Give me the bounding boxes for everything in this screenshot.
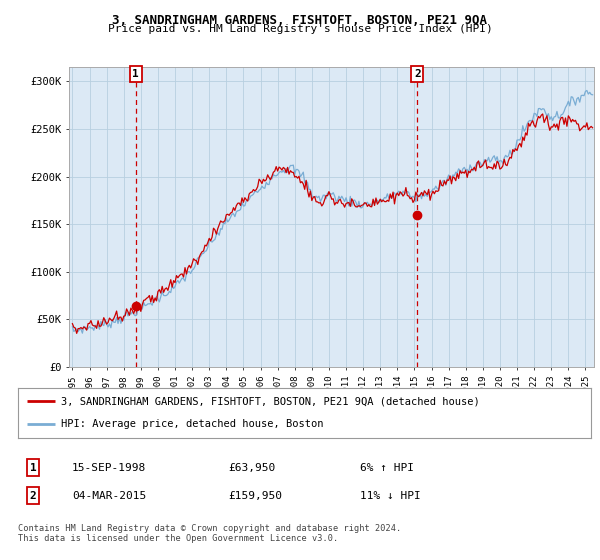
Text: £63,950: £63,950 xyxy=(228,463,275,473)
Text: 11% ↓ HPI: 11% ↓ HPI xyxy=(360,491,421,501)
Text: 15-SEP-1998: 15-SEP-1998 xyxy=(72,463,146,473)
Text: HPI: Average price, detached house, Boston: HPI: Average price, detached house, Bost… xyxy=(61,419,323,430)
Text: 2: 2 xyxy=(414,69,421,79)
Text: 3, SANDRINGHAM GARDENS, FISHTOFT, BOSTON, PE21 9QA (detached house): 3, SANDRINGHAM GARDENS, FISHTOFT, BOSTON… xyxy=(61,396,480,406)
Text: 1: 1 xyxy=(133,69,139,79)
Text: £159,950: £159,950 xyxy=(228,491,282,501)
Text: 04-MAR-2015: 04-MAR-2015 xyxy=(72,491,146,501)
Text: 2: 2 xyxy=(29,491,37,501)
Text: 3, SANDRINGHAM GARDENS, FISHTOFT, BOSTON, PE21 9QA: 3, SANDRINGHAM GARDENS, FISHTOFT, BOSTON… xyxy=(113,14,487,27)
Text: 6% ↑ HPI: 6% ↑ HPI xyxy=(360,463,414,473)
Text: Price paid vs. HM Land Registry's House Price Index (HPI): Price paid vs. HM Land Registry's House … xyxy=(107,24,493,34)
Text: 1: 1 xyxy=(29,463,37,473)
Text: Contains HM Land Registry data © Crown copyright and database right 2024.
This d: Contains HM Land Registry data © Crown c… xyxy=(18,524,401,543)
